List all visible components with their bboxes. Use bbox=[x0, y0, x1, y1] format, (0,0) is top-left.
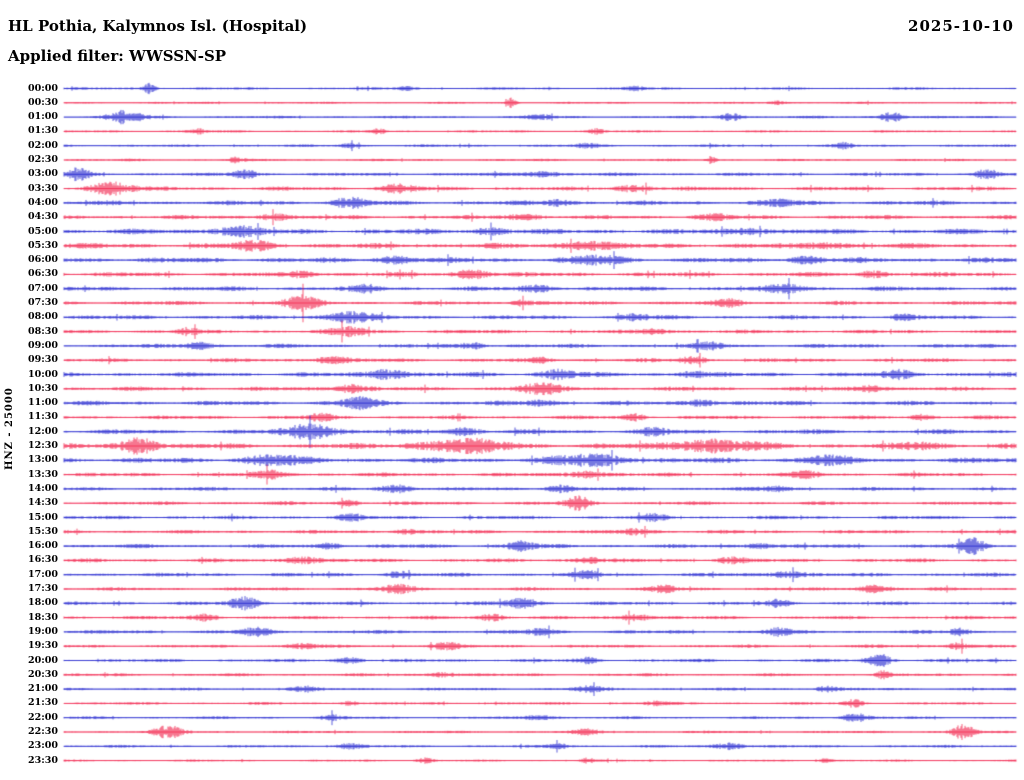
time-label: 16:00 bbox=[28, 540, 58, 552]
time-label: 02:30 bbox=[28, 154, 58, 165]
time-label: 06:30 bbox=[28, 268, 58, 280]
time-label: 01:00 bbox=[28, 111, 58, 123]
time-label: 11:30 bbox=[28, 411, 58, 423]
time-label: 12:00 bbox=[28, 425, 58, 437]
time-label: 00:00 bbox=[28, 82, 58, 94]
time-label: 16:30 bbox=[28, 554, 58, 566]
time-label: 14:30 bbox=[28, 497, 58, 509]
time-label: 12:30 bbox=[28, 440, 58, 451]
time-label: 20:30 bbox=[28, 668, 58, 680]
filter-label: Applied filter: WWSSN-SP bbox=[8, 47, 227, 65]
time-label: 22:30 bbox=[28, 726, 58, 737]
time-label: 04:30 bbox=[28, 211, 58, 223]
time-label: 09:00 bbox=[28, 339, 58, 351]
time-label: 00:30 bbox=[28, 96, 58, 108]
time-label: 08:30 bbox=[28, 325, 58, 337]
time-label: 17:00 bbox=[28, 568, 58, 580]
time-label: 10:30 bbox=[28, 382, 58, 394]
station-title: HL Pothia, Kalymnos Isl. (Hospital) bbox=[8, 17, 308, 35]
time-label: 10:00 bbox=[28, 368, 58, 380]
time-label: 15:30 bbox=[28, 525, 58, 537]
time-label: 09:30 bbox=[28, 354, 58, 366]
time-label: 18:30 bbox=[28, 611, 58, 623]
time-label: 19:00 bbox=[28, 625, 58, 637]
time-label: 13:00 bbox=[28, 454, 58, 466]
time-label: 07:30 bbox=[28, 297, 58, 308]
time-label: 20:00 bbox=[28, 654, 58, 666]
time-label: 13:30 bbox=[28, 468, 58, 480]
time-label: 05:00 bbox=[28, 225, 58, 237]
time-label: 21:30 bbox=[28, 697, 58, 709]
time-label: 03:30 bbox=[28, 182, 58, 194]
time-label: 05:30 bbox=[28, 239, 58, 251]
time-label: 21:00 bbox=[28, 683, 58, 695]
time-label: 22:00 bbox=[28, 711, 58, 723]
time-label: 01:30 bbox=[28, 125, 58, 137]
time-label: 19:30 bbox=[28, 640, 58, 652]
time-label: 23:00 bbox=[28, 740, 58, 752]
time-label: 11:00 bbox=[28, 397, 58, 409]
time-label: 14:00 bbox=[28, 482, 58, 494]
time-label: 18:00 bbox=[28, 597, 58, 609]
time-label: 06:00 bbox=[28, 254, 58, 266]
time-label: 02:00 bbox=[28, 139, 58, 151]
date-label: 2025-10-10 bbox=[908, 17, 1014, 35]
time-label: 07:00 bbox=[28, 282, 58, 294]
time-label: 15:00 bbox=[28, 511, 58, 523]
time-label: 04:00 bbox=[28, 196, 58, 208]
time-label: 23:30 bbox=[28, 754, 58, 766]
time-label: 03:00 bbox=[28, 168, 58, 180]
time-label: 08:00 bbox=[28, 311, 58, 323]
time-label: 17:30 bbox=[28, 583, 58, 594]
